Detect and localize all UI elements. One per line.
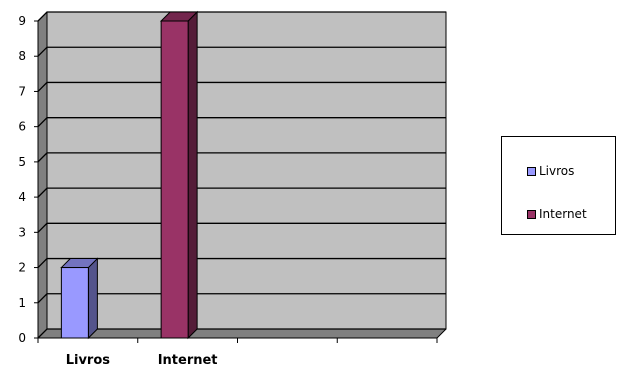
y-tick-label: 1: [18, 296, 26, 310]
legend-item-internet: Internet: [527, 207, 587, 221]
bar-internet: [159, 10, 199, 340]
gridline: [37, 222, 446, 233]
bar-livros: [60, 257, 99, 340]
y-tick-label: 2: [18, 261, 26, 275]
gridline: [37, 81, 446, 92]
y-axis: 0 1 2 3 4 5 6 7 8 9: [18, 14, 39, 345]
x-axis: Livros Internet: [37, 328, 447, 368]
x-tick-label: Internet: [158, 353, 218, 368]
legend-label-internet: Internet: [539, 207, 587, 221]
gridline: [37, 293, 446, 304]
y-tick-label: 0: [18, 331, 26, 345]
x-tick-label: Livros: [66, 353, 111, 368]
gridline: [37, 117, 446, 128]
y-tick-label: 5: [18, 155, 26, 169]
legend-item-livros: Livros: [527, 164, 574, 178]
y-tick-label: 4: [18, 190, 26, 204]
plot-background: [46, 11, 447, 330]
y-tick-label: 3: [18, 225, 26, 239]
x-axis-depth: [436, 328, 447, 339]
gridline: [37, 187, 446, 198]
floor: [38, 329, 446, 338]
bars: [60, 10, 199, 340]
gridline: [37, 328, 446, 339]
gridline: [37, 11, 446, 22]
gridline: [37, 257, 446, 269]
gridlines: [37, 11, 446, 339]
bar-side: [187, 10, 198, 340]
bar-front: [160, 20, 189, 339]
gridline: [37, 152, 446, 163]
y-tick-label: 9: [18, 14, 26, 28]
y-tick-label: 6: [18, 120, 26, 134]
legend-swatch-internet: [527, 209, 536, 219]
legend-label-livros: Livros: [539, 164, 575, 178]
y-tick-label: 7: [18, 84, 26, 98]
side-wall: [38, 12, 47, 338]
legend: Livros Internet: [501, 136, 616, 235]
legend-swatch-livros: [527, 166, 536, 176]
y-tick-label: 8: [18, 49, 26, 63]
bar-front: [60, 267, 89, 339]
gridline: [37, 46, 446, 57]
bar-side: [87, 257, 98, 340]
